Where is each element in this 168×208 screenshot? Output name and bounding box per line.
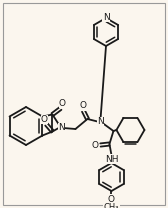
Text: N: N [97, 118, 104, 126]
Text: O: O [92, 140, 99, 150]
Text: O: O [41, 115, 48, 124]
Text: O: O [108, 194, 115, 203]
Text: N: N [103, 12, 109, 21]
Text: N: N [58, 124, 65, 132]
Text: NH: NH [105, 155, 118, 163]
Text: O: O [59, 99, 66, 108]
Text: O: O [80, 102, 87, 110]
Text: CH₃: CH₃ [104, 203, 119, 208]
